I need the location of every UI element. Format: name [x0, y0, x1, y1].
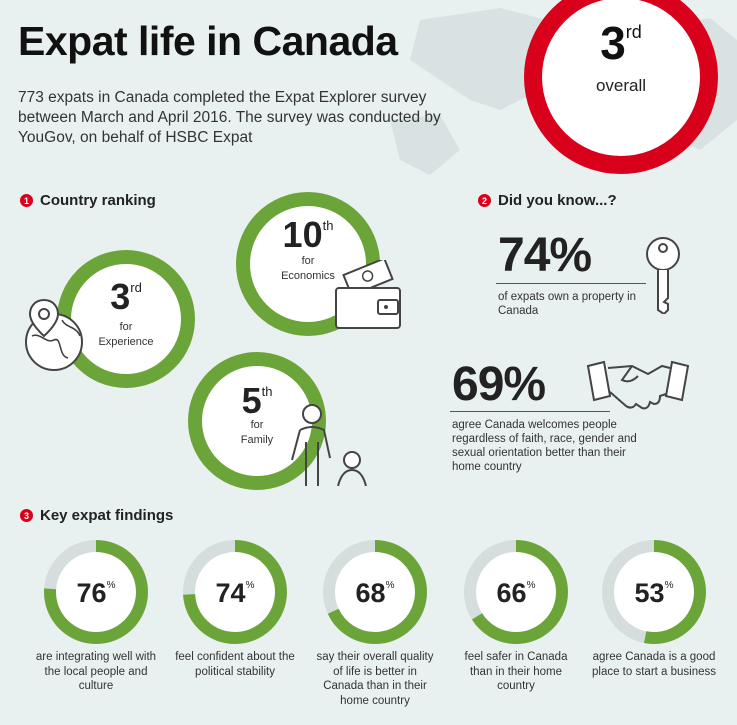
section-label: Country ranking: [40, 192, 156, 209]
finding-caption: say their overall quality of life is bet…: [316, 651, 434, 707]
rank-economics-label: for Economics: [281, 255, 335, 282]
finding-value: 66%: [496, 578, 536, 608]
finding-item: 74% feel confident about the political st…: [173, 540, 297, 679]
section-key-findings: 3 Key expat findings: [20, 507, 173, 524]
rank-experience-value: 3rd: [110, 276, 142, 317]
rank-experience-label: for Experience: [98, 321, 154, 348]
finding-donut: [464, 540, 568, 644]
key-icon: [646, 237, 680, 314]
finding-value: 68%: [355, 578, 395, 608]
fact-property-text: of expats own a property in Canada: [498, 291, 637, 317]
finding-value: 76%: [76, 578, 116, 608]
finding-caption: feel safer in Canada than in their home …: [464, 651, 568, 692]
fact-property-value: 74%: [498, 229, 592, 282]
finding-donut: [602, 540, 706, 644]
finding-value: 74%: [215, 578, 255, 608]
intro-text: 773 expats in Canada completed the Expat…: [18, 89, 441, 146]
wallet-icon: [335, 260, 401, 329]
overall-rank: 3rd: [600, 17, 642, 69]
rank-family-label: for Family: [240, 419, 274, 446]
finding-donut: [323, 540, 427, 644]
handshake-icon: [586, 360, 690, 410]
fact-welcome-value: 69%: [452, 358, 546, 411]
section-number: 1: [20, 194, 33, 207]
finding-item: 53% agree Canada is a good place to start…: [592, 540, 716, 679]
section-number: 2: [478, 194, 491, 207]
rank-economics-value: 10th: [282, 214, 334, 255]
rank-experience-ring: 3rd for Experience: [57, 250, 195, 388]
globe-pin-icon: [25, 298, 83, 371]
finding-caption: feel confident about the political stabi…: [175, 651, 295, 678]
section-did-you-know: 2 Did you know...?: [478, 192, 617, 209]
page-title: Expat life in Canada: [18, 18, 398, 64]
rank-family-value: 5th: [241, 380, 273, 421]
finding-item: 68% say their overall quality of life is …: [313, 540, 437, 708]
section-number: 3: [20, 509, 33, 522]
overall-label: overall: [595, 76, 647, 95]
finding-donut: [44, 540, 148, 644]
fact-welcome-text: agree Canada welcomes people regardless …: [452, 419, 637, 473]
finding-item: 66% feel safer in Canada than in their ho…: [454, 540, 578, 694]
section-label: Key expat findings: [40, 507, 174, 524]
section-country-ranking: 1 Country ranking: [20, 192, 156, 209]
finding-value: 53%: [634, 578, 674, 608]
overall-rank-ring: 3rd overall: [524, 0, 718, 174]
section-label: Did you know...?: [498, 192, 617, 209]
finding-donut: [183, 540, 287, 644]
finding-caption: are integrating well with the local peop…: [35, 651, 157, 692]
finding-item: 76% are integrating well with the local p…: [34, 540, 158, 694]
fact-divider: [450, 411, 610, 412]
family-icon: [291, 404, 367, 486]
finding-caption: agree Canada is a good place to start a …: [592, 651, 717, 678]
fact-divider: [496, 283, 646, 284]
rank-family-ring: 5th for Family: [188, 352, 326, 490]
